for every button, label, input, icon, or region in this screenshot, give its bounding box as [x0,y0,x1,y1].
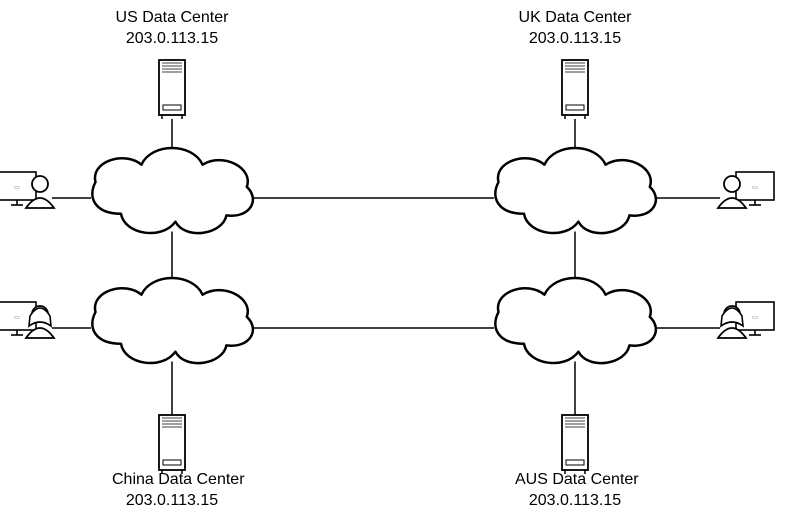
label-china: China Data Center 203.0.113.15 [112,470,232,512]
server-aus [562,415,588,474]
diagram-canvas: ▭ ▭ ▭ ▭ [0,0,812,512]
label-aus-name: AUS Data Center [515,470,635,491]
user-bottom_left: ▭ [0,302,54,338]
server-uk [562,60,588,119]
label-us-ip: 203.0.113.15 [112,29,232,50]
cloud-us [92,148,253,233]
cloud-aus [495,278,656,363]
label-aus-ip: 203.0.113.15 [515,491,635,512]
user-top_right: ▭ [718,172,774,208]
label-uk-name: UK Data Center [515,8,635,29]
svg-text:▭: ▭ [14,315,20,321]
cloud-china [92,278,253,363]
label-china-ip: 203.0.113.15 [112,491,232,512]
label-us-name: US Data Center [112,8,232,29]
svg-text:▭: ▭ [752,315,758,321]
svg-text:▭: ▭ [14,185,20,191]
label-aus: AUS Data Center 203.0.113.15 [515,470,635,512]
label-us: US Data Center 203.0.113.15 [112,8,232,50]
label-china-name: China Data Center [112,470,232,491]
cloud-uk [495,148,656,233]
user-top_left: ▭ [0,172,54,208]
label-uk: UK Data Center 203.0.113.15 [515,8,635,50]
user-bottom_right: ▭ [718,302,774,338]
label-uk-ip: 203.0.113.15 [515,29,635,50]
svg-text:▭: ▭ [752,185,758,191]
server-us [159,60,185,119]
server-china [159,415,185,474]
